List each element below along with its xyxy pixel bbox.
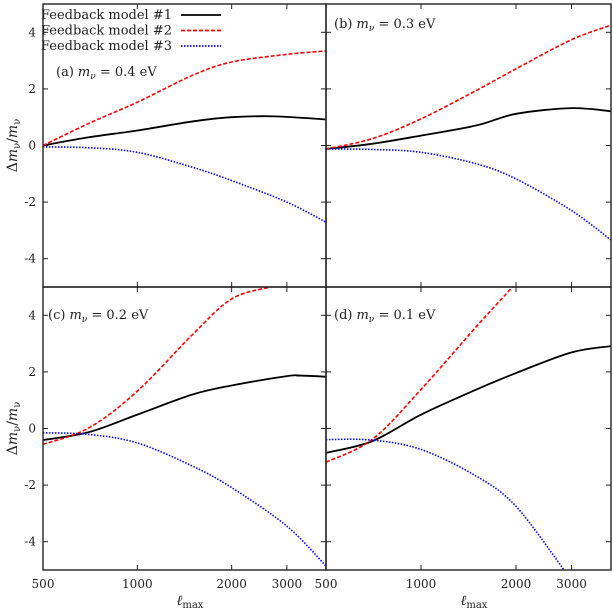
- x-axis-symbol: ℓ: [177, 593, 183, 609]
- y-axis-slash: /: [5, 138, 21, 143]
- panel-label-prefix: (a): [56, 65, 74, 80]
- panel-label-rest: = 0.4 eV: [96, 65, 158, 80]
- panel-label-rest: = 0.2 eV: [87, 308, 149, 323]
- legend-label-2: Feedback model #2: [41, 24, 172, 39]
- panel-label: (c) mν = 0.2 eV: [48, 308, 149, 325]
- panel-label-symbol: m: [78, 65, 90, 80]
- x-tick-label: 3000: [556, 577, 587, 591]
- series-line-model-1: [326, 107, 611, 150]
- panel-label: (d) mν = 0.1 eV: [334, 308, 436, 325]
- y-tick-label: 4: [28, 308, 36, 322]
- series-line-model-3: [326, 148, 611, 241]
- x-axis-symbol: ℓ: [461, 593, 467, 609]
- panel-label-rest: = 0.1 eV: [374, 308, 436, 323]
- series-line-model-1: [326, 345, 611, 454]
- series-line-model-1: [43, 374, 326, 441]
- y-axis-subscript: ν: [12, 143, 23, 149]
- y-tick-label: -4: [24, 252, 36, 266]
- panel-label-rest: = 0.3 eV: [374, 17, 436, 32]
- y-tick-label: -2: [24, 478, 36, 492]
- y-axis-subscript-2: ν: [12, 119, 23, 125]
- y-tick-label: 4: [28, 25, 36, 39]
- y-axis-subscript: ν: [12, 426, 23, 432]
- series-line-model-3: [43, 146, 326, 223]
- panel-label: (b) mν = 0.3 eV: [334, 17, 436, 34]
- y-tick-label: 0: [28, 422, 36, 436]
- panel-frame: [42, 286, 327, 571]
- series-group: [326, 24, 611, 241]
- y-axis-symbol-2: m: [5, 125, 21, 138]
- panel-label-symbol: m: [356, 17, 368, 32]
- panel-frame: [325, 3, 612, 288]
- x-axis-title: ℓmax: [177, 593, 204, 611]
- series-line-model-2: [326, 24, 611, 150]
- panel-label-subscript: ν: [369, 24, 375, 34]
- x-tick-label: 500: [32, 577, 55, 591]
- panel-c: -4 -2 0 2 4 500 1000 2000 3000 (c) mν = 0.2 eV: [24, 286, 327, 591]
- x-tick-label: 2000: [501, 577, 532, 591]
- y-tick-label: 0: [28, 139, 36, 153]
- panel-label: (a) mν = 0.4 eV: [56, 65, 157, 82]
- x-axis-subscript: max: [466, 600, 487, 611]
- series-group: [326, 287, 611, 570]
- panel-b: (b) mν = 0.3 eV: [325, 3, 612, 288]
- y-axis-subscript-2: ν: [12, 402, 23, 408]
- panel-label-prefix: (d): [334, 308, 352, 323]
- series-line-model-3: [326, 438, 565, 570]
- y-axis-symbol: m: [5, 149, 21, 162]
- panel-label-prefix: (b): [334, 17, 352, 32]
- y-tick-label: 2: [28, 365, 36, 379]
- x-tick-label: 1000: [406, 577, 437, 591]
- y-axis-title: Δmν/mν: [5, 119, 23, 173]
- panel-label-subscript: ν: [90, 72, 96, 82]
- series-group: [43, 287, 326, 567]
- x-tick-label: 3000: [272, 577, 303, 591]
- y-axis-title: Δmν/mν: [5, 402, 23, 456]
- panel-label-prefix: (c): [48, 308, 65, 323]
- series-line-model-2: [326, 287, 514, 463]
- x-tick-label: 500: [315, 577, 338, 591]
- legend-label-1: Feedback model #1: [41, 8, 172, 23]
- legend-label-3: Feedback model #3: [41, 39, 172, 54]
- panel-frame: [325, 286, 612, 571]
- panel-label-subscript: ν: [369, 315, 375, 325]
- series-line-model-3: [43, 431, 326, 567]
- panel-label-symbol: m: [69, 308, 81, 323]
- x-tick-label: 2000: [216, 577, 247, 591]
- y-axis-delta: Δ: [5, 445, 21, 455]
- panel-d: 500 1000 2000 3000 (d) mν = 0.1 eV: [315, 286, 612, 591]
- y-axis-symbol-2: m: [5, 408, 21, 421]
- series-line-model-2: [43, 50, 326, 147]
- y-axis-symbol: m: [5, 432, 21, 445]
- x-axis-subscript: max: [182, 600, 203, 611]
- y-tick-label: -4: [24, 535, 36, 549]
- y-axis-delta: Δ: [5, 162, 21, 172]
- y-tick-label: 2: [28, 82, 36, 96]
- series-line-model-2: [43, 287, 271, 446]
- x-axis-title: ℓmax: [461, 593, 488, 611]
- series-line-model-1: [43, 115, 326, 147]
- panel-label-subscript: ν: [82, 315, 88, 325]
- y-axis-slash: /: [5, 421, 21, 426]
- y-tick-label: -2: [24, 195, 36, 209]
- series-group: [43, 50, 326, 223]
- panel-label-symbol: m: [356, 308, 368, 323]
- x-tick-label: 1000: [122, 577, 153, 591]
